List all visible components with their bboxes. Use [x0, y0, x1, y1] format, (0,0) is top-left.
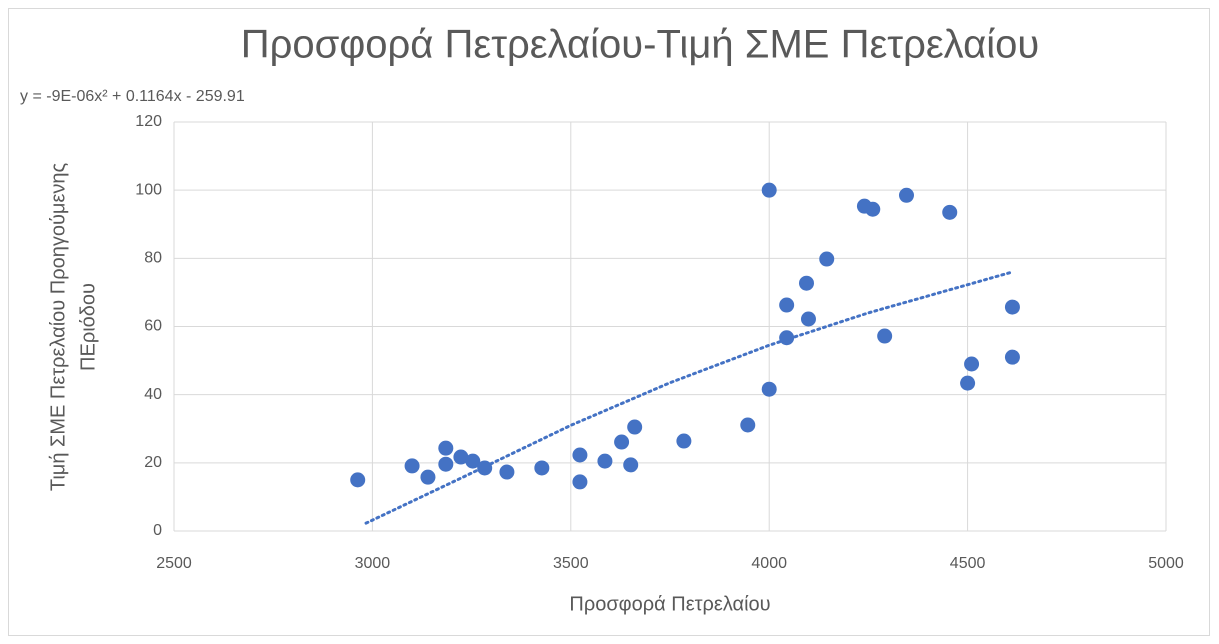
scatter-point: [438, 456, 454, 472]
y-tick-label: 100: [135, 181, 162, 198]
x-tick-label: 2500: [156, 555, 192, 572]
scatter-point: [420, 469, 436, 485]
scatter-point: [627, 419, 643, 435]
scatter-point: [623, 457, 639, 473]
scatter-point: [453, 449, 469, 465]
scatter-point: [761, 182, 777, 198]
y-tick-label: 80: [144, 250, 162, 267]
scatter-point: [740, 417, 756, 433]
y-tick-label: 120: [135, 113, 162, 130]
y-axis-label-line: ΠΕριόδου: [77, 283, 99, 371]
y-tick-label: 0: [153, 522, 162, 539]
scatter-point: [800, 311, 816, 327]
y-tick-label: 40: [144, 386, 162, 403]
scatter-point: [798, 275, 814, 291]
scatter-point: [819, 251, 835, 267]
y-tick-label: 60: [144, 318, 162, 335]
scatter-point: [1004, 299, 1020, 315]
y-tick-label: 20: [144, 454, 162, 471]
x-tick-label: 3000: [355, 555, 391, 572]
scatter-point: [942, 204, 958, 220]
trendline: [364, 270, 1014, 525]
scatter-point: [572, 447, 588, 463]
scatter-point: [404, 458, 420, 474]
scatter-point: [761, 381, 777, 397]
scatter-point: [1004, 349, 1020, 365]
scatter-point: [350, 472, 366, 488]
scatter-point: [438, 440, 454, 456]
scatter-point: [597, 453, 613, 469]
scatter-point: [964, 356, 980, 372]
y-axis-label-line: Τιμή ΣΜΕ Πετρελαίου Προηγούμενης: [47, 163, 69, 492]
scatter-point: [676, 433, 692, 449]
chart-title: Προσφορά Πετρελαίου-Τιμή ΣΜΕ Πετρελαίου: [241, 23, 1039, 67]
scatter-point: [477, 460, 493, 476]
scatter-point: [898, 187, 914, 203]
scatter-point: [960, 375, 976, 391]
scatter-point: [499, 464, 515, 480]
y-axis-label: Τιμή ΣΜΕ Πετρελαίου Προηγούμενης ΠΕριόδο…: [47, 163, 99, 492]
scatter-point: [572, 474, 588, 490]
scatter-point: [877, 328, 893, 344]
x-tick-label: 4500: [950, 555, 986, 572]
scatter-point: [779, 297, 795, 313]
scatter-point: [865, 201, 881, 217]
x-tick-label: 5000: [1148, 555, 1184, 572]
trendline-equation: y = -9E-06x² + 0.1164x - 259.91: [20, 88, 245, 105]
x-tick-label: 3500: [553, 555, 589, 572]
x-tick-label: 4000: [751, 555, 787, 572]
scatter-point: [779, 330, 795, 346]
scatter-point: [465, 453, 481, 469]
scatter-point: [614, 434, 630, 450]
x-axis-label: Προσφορά Πετρελαίου: [569, 593, 770, 615]
scatter-point: [534, 460, 550, 476]
